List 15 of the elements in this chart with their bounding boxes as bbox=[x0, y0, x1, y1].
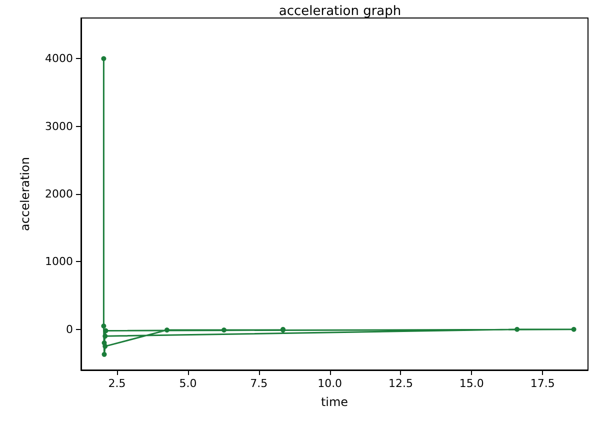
x-tick-label: 10.0 bbox=[318, 377, 342, 390]
chart-title: acceleration graph bbox=[278, 4, 402, 19]
x-axis-title: time bbox=[320, 395, 348, 409]
x-tick-label: 17.5 bbox=[530, 377, 555, 390]
y-tick-label: 3000 bbox=[45, 120, 73, 133]
y-tick-label: 4000 bbox=[45, 52, 73, 66]
x-tick-label: 7.5 bbox=[250, 377, 268, 390]
x-tick-label: 12.5 bbox=[388, 377, 413, 390]
y-tick-label: 0 bbox=[66, 322, 73, 336]
y-axis-title: acceleration bbox=[18, 157, 32, 231]
x-tick-label: 15.0 bbox=[459, 377, 484, 390]
x-tick-label: 2.5 bbox=[108, 377, 126, 390]
x-tick-label: 5.0 bbox=[179, 377, 197, 390]
y-tick-label: 2000 bbox=[45, 188, 73, 200]
y-tick-label: 1000 bbox=[45, 255, 73, 268]
